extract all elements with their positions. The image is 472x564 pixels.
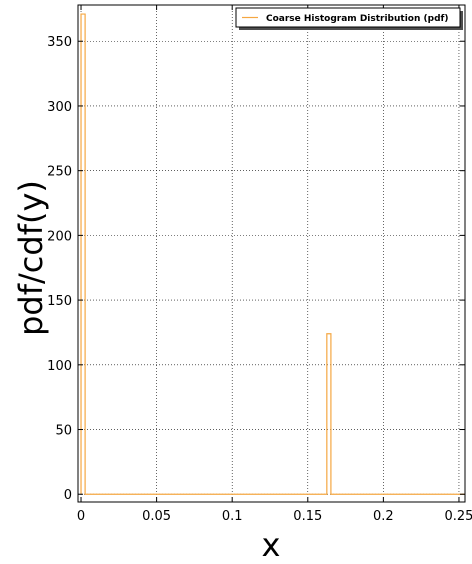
y-tick-label: 300	[47, 100, 72, 115]
x-axis-label: x	[262, 526, 281, 564]
y-tick-label: 250	[47, 165, 72, 180]
y-tick-label: 200	[47, 229, 72, 244]
histogram-step-line	[80, 13, 465, 495]
legend-entry-label: Coarse Histogram Distribution (pdf)	[266, 14, 449, 24]
x-tick-label: 0.25	[444, 509, 472, 524]
x-tick-label: 0.2	[373, 509, 394, 524]
legend: Coarse Histogram Distribution (pdf)	[235, 7, 463, 30]
plot-frame	[77, 4, 466, 503]
x-tick-label: 0.15	[293, 509, 322, 524]
y-tick-label: 150	[47, 294, 72, 309]
y-tick-label: 0	[64, 488, 72, 503]
y-tick-label: 350	[47, 35, 72, 50]
y-tick-labels: 0 50 100 150 200 250 300 350	[47, 35, 72, 503]
series-layer	[80, 13, 465, 495]
y-tick-label: 100	[47, 359, 72, 374]
x-tick-labels: 0 0.05 0.1 0.15 0.2 0.25	[77, 509, 472, 524]
plot-background	[78, 5, 465, 502]
legend-box	[235, 7, 461, 28]
x-tick-label: 0.1	[222, 509, 243, 524]
y-tick-label: 50	[55, 424, 72, 439]
y-axis-label: pdf/cdf(y)	[12, 180, 50, 336]
x-tick-label: 0	[77, 509, 85, 524]
x-tick-label: 0.05	[142, 509, 171, 524]
